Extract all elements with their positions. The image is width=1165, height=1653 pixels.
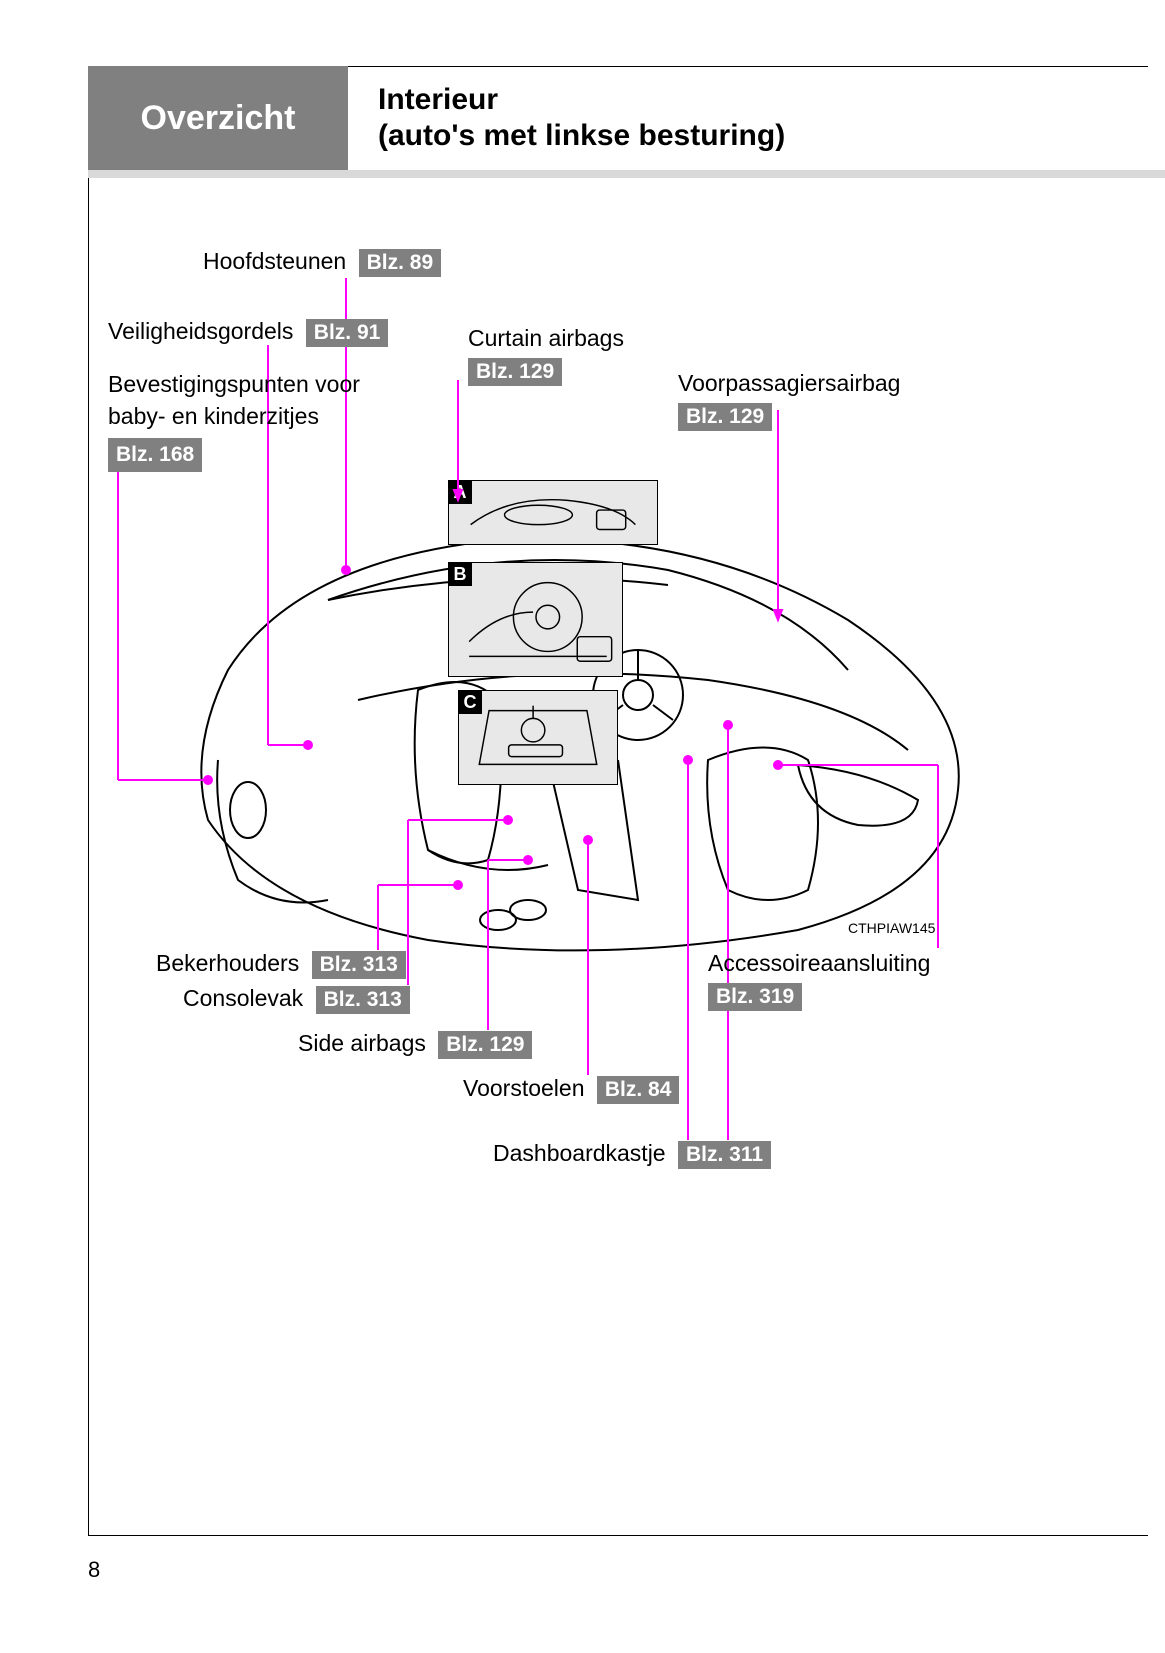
callout-label: Bevestigingspunten voor baby- en kinderz… [108, 371, 360, 429]
page-ref: Blz. 168 [108, 438, 202, 471]
callout-bevestigingspunten: Bevestigingspunten voor baby- en kinderz… [108, 368, 388, 472]
callout-label: Dashboardkastje [493, 1140, 666, 1166]
callout-label: Voorstoelen [463, 1075, 584, 1101]
page-number: 8 [88, 1557, 100, 1583]
header-bar: Overzicht Interieur (auto's met linkse b… [88, 66, 1165, 170]
inset-box-c [458, 690, 618, 785]
page-ref: Blz. 89 [359, 249, 442, 277]
manual-page: Overzicht Interieur (auto's met linkse b… [0, 0, 1165, 1653]
callout-accessoireaansluiting: Accessoireaansluiting Blz. 319 [708, 950, 930, 1011]
callout-hoofdsteunen: Hoofdsteunen Blz. 89 [203, 248, 441, 277]
callout-side-airbags: Side airbags Blz. 129 [298, 1030, 532, 1059]
callout-consolevak: Consolevak Blz. 313 [183, 985, 410, 1014]
callout-label: Hoofdsteunen [203, 248, 346, 274]
title-area: Interieur (auto's met linkse besturing) [348, 66, 1165, 170]
section-label: Overzicht [88, 66, 348, 170]
page-ref: Blz. 313 [316, 986, 410, 1014]
title-line-1: Interieur [378, 82, 1165, 118]
callout-label: Curtain airbags [468, 325, 624, 351]
page-ref: Blz. 319 [708, 983, 802, 1011]
callout-label: Voorpassagiersairbag [678, 370, 900, 396]
page-ref: Blz. 129 [678, 403, 772, 431]
callout-voorpassagiersairbag: Voorpassagiersairbag Blz. 129 [678, 370, 900, 431]
page-ref: Blz. 313 [312, 951, 406, 979]
callout-label: Veiligheidsgordels [108, 318, 293, 344]
page-ref: Blz. 91 [306, 319, 389, 347]
page-ref: Blz. 129 [468, 358, 562, 386]
inset-label-c: C [458, 690, 482, 714]
inset-box-b [448, 562, 623, 677]
diagram-area: A B C [88, 180, 1148, 1530]
callout-bekerhouders: Bekerhouders Blz. 313 [156, 950, 406, 979]
callout-label: Consolevak [183, 985, 303, 1011]
callout-voorstoelen: Voorstoelen Blz. 84 [463, 1075, 679, 1104]
page-ref: Blz. 84 [597, 1076, 680, 1104]
callout-label: Bekerhouders [156, 950, 299, 976]
page-ref: Blz. 129 [438, 1031, 532, 1059]
callout-veiligheidsgordels: Veiligheidsgordels Blz. 91 [108, 318, 388, 347]
title-line-2: (auto's met linkse besturing) [378, 118, 1165, 154]
callout-label: Side airbags [298, 1030, 426, 1056]
page-ref: Blz. 311 [678, 1141, 771, 1169]
inset-box-a [448, 480, 658, 545]
callout-curtain-airbags: Curtain airbags Blz. 129 [468, 325, 624, 386]
inset-label-a: A [448, 480, 472, 504]
inset-label-b: B [448, 562, 472, 586]
callout-dashboardkastje: Dashboardkastje Blz. 311 [493, 1140, 771, 1169]
callout-label: Accessoireaansluiting [708, 950, 930, 976]
image-code: CTHPIAW145 [848, 920, 935, 936]
header-divider [88, 170, 1165, 178]
